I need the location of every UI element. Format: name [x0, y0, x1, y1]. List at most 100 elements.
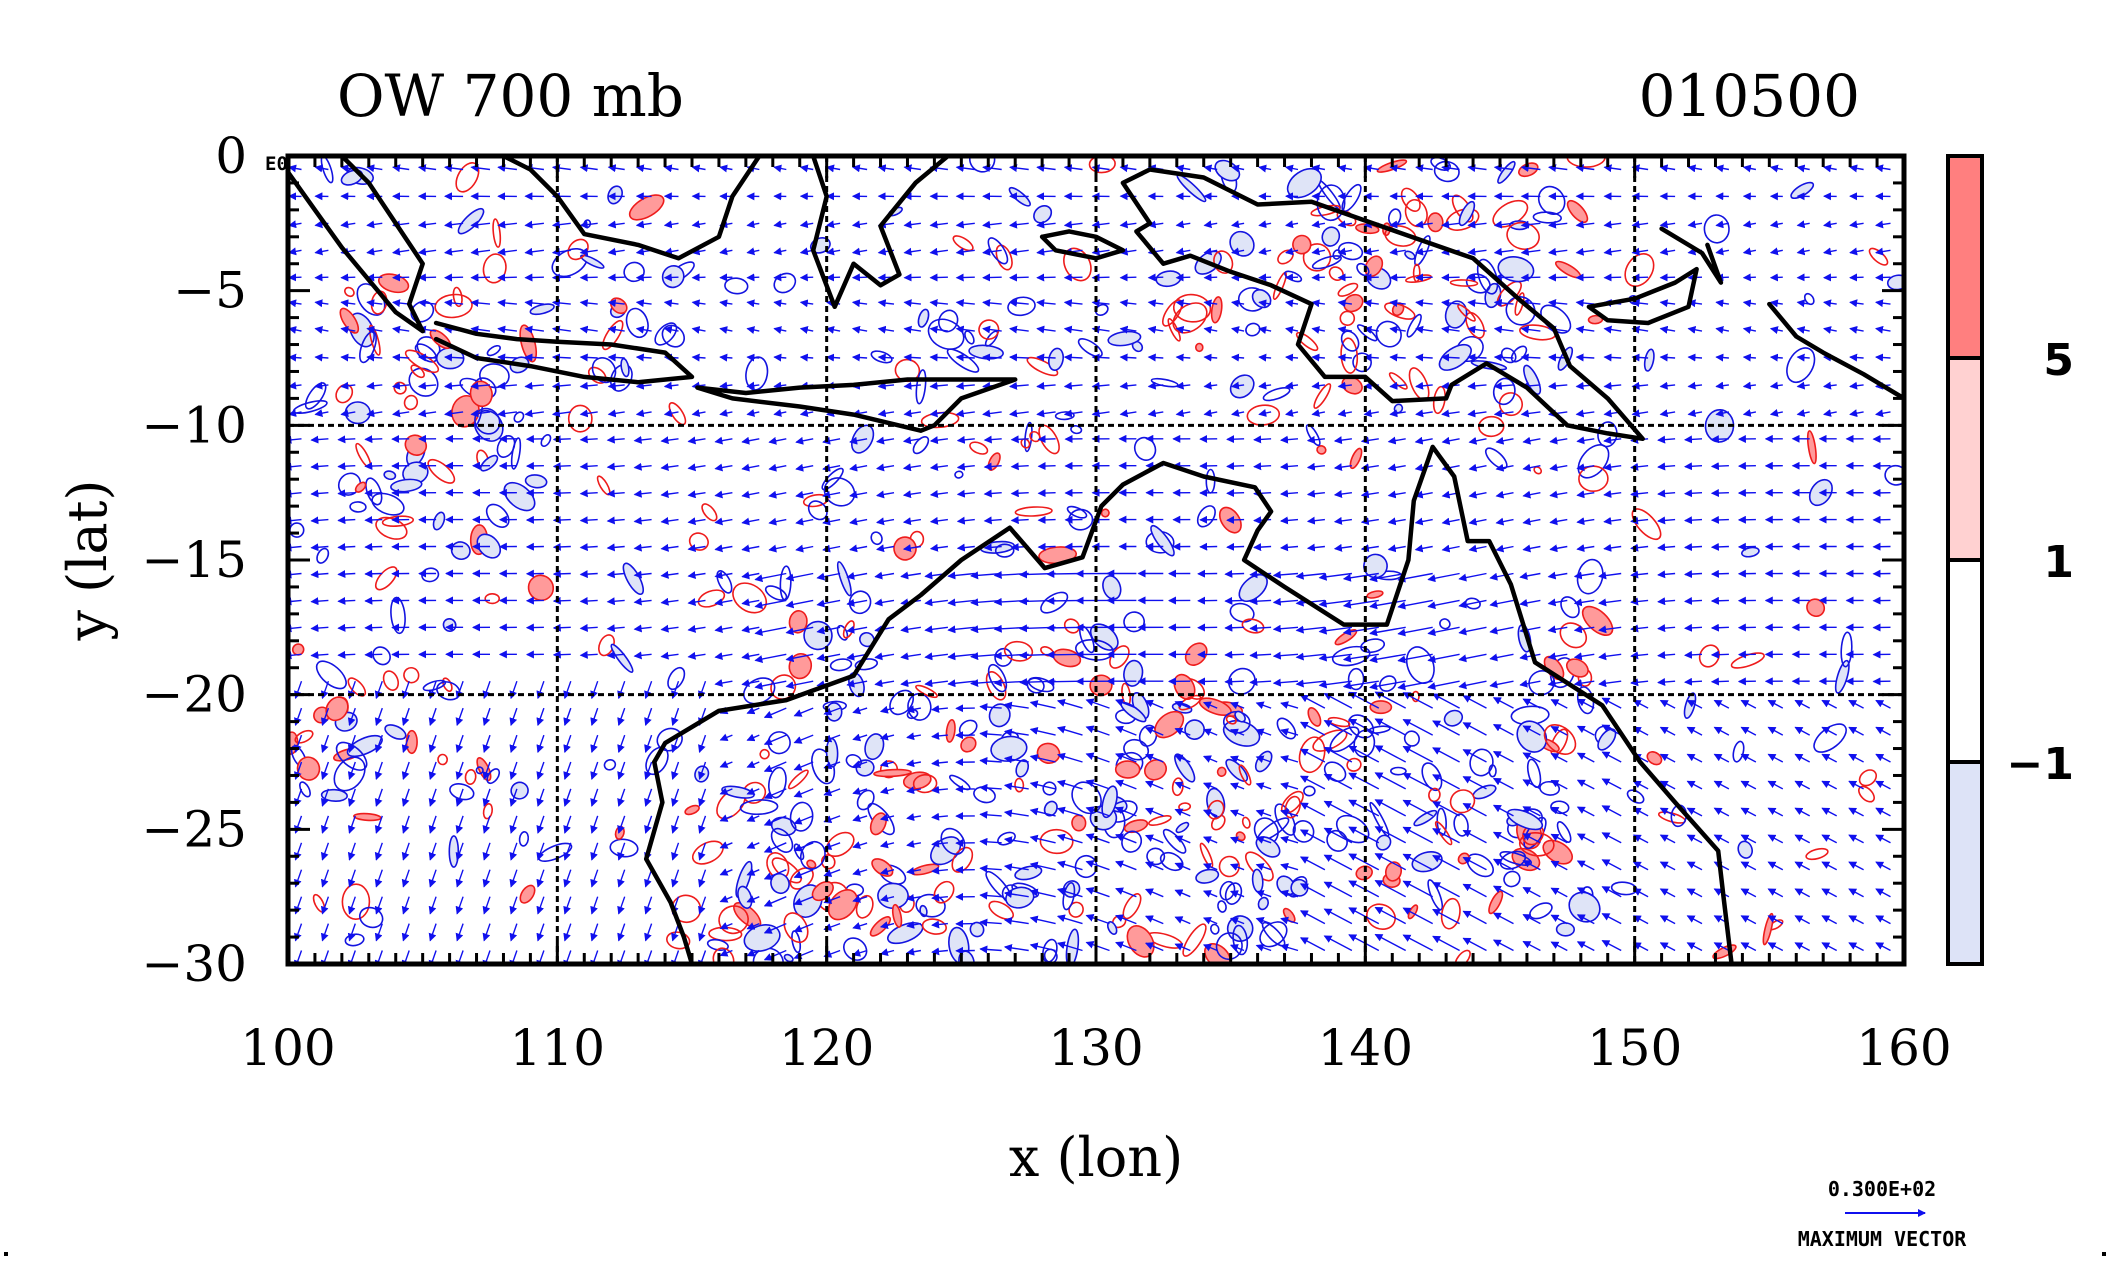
- wind-vector: [929, 273, 948, 282]
- negative-contour: [1703, 214, 1730, 244]
- wind-vector: [1387, 544, 1406, 553]
- wind-vector: [1575, 409, 1595, 418]
- wind-vector: [1576, 941, 1595, 952]
- negative-contour: [383, 470, 397, 481]
- negative-contour: [1411, 851, 1443, 873]
- wind-vector: [816, 572, 841, 581]
- wind-vector: [1659, 220, 1676, 229]
- wind-vector: [1657, 543, 1676, 552]
- negative-contour: [333, 756, 366, 792]
- wind-vector: [1657, 435, 1676, 444]
- wind-vector: [1576, 806, 1595, 817]
- wind-vector: [590, 707, 599, 727]
- wind-vector: [1203, 353, 1218, 362]
- wind-vector: [1295, 571, 1325, 580]
- wind-vector: [1258, 220, 1272, 229]
- wind-vector: [606, 570, 625, 579]
- wind-vector: [497, 273, 517, 282]
- positive-contour: [1144, 759, 1167, 781]
- wind-vector: [1657, 570, 1676, 579]
- wind-vector: [1713, 780, 1730, 790]
- wind-vector: [1550, 887, 1568, 898]
- wind-vector: [364, 623, 383, 632]
- wind-vector: [470, 247, 491, 256]
- wind-vector: [1063, 299, 1083, 307]
- wind-vector: [314, 299, 329, 308]
- wind-vector: [606, 462, 625, 471]
- wind-vector: [1272, 678, 1299, 687]
- wind-vector: [579, 273, 598, 282]
- wind-vector: [877, 325, 895, 334]
- wind-vector: [444, 220, 464, 229]
- wind-vector: [470, 164, 491, 173]
- positive-contour: [354, 481, 367, 493]
- wind-vector: [1202, 782, 1218, 790]
- wind-vector: [851, 164, 868, 173]
- wind-vector: [417, 381, 437, 390]
- wind-vector: [906, 813, 922, 822]
- wind-vector: [497, 381, 517, 390]
- negative-contour: [1101, 785, 1118, 819]
- wind-vector: [1337, 164, 1353, 173]
- positive-contour: [1328, 266, 1344, 281]
- positive-contour: [787, 769, 809, 790]
- chart-title: OW 700 mb: [337, 62, 684, 130]
- negative-contour: [1405, 646, 1435, 684]
- positive-contour: [951, 846, 974, 873]
- wind-vector: [1659, 247, 1676, 256]
- wind-vector: [1576, 833, 1595, 844]
- wind-vector: [497, 353, 517, 362]
- wind-vector: [1203, 381, 1218, 390]
- wind-vector: [768, 463, 787, 472]
- wind-vector: [1255, 782, 1272, 790]
- negative-contour: [994, 647, 1013, 667]
- positive-contour: [1858, 769, 1878, 787]
- wind-vector: [1522, 940, 1541, 952]
- wind-vector: [924, 598, 948, 607]
- wind-vector: [364, 488, 383, 497]
- wind-vector: [1467, 247, 1487, 256]
- y-tick-label: −10: [141, 396, 247, 454]
- wind-vector: [1659, 353, 1676, 362]
- negative-contour: [622, 562, 645, 596]
- coastline-solomons: [1767, 301, 1904, 401]
- wind-vector: [851, 247, 868, 256]
- wind-vector: [714, 436, 733, 445]
- positive-contour: [1346, 757, 1362, 772]
- positive-contour: [596, 475, 611, 496]
- wind-vector: [1085, 752, 1110, 763]
- wind-vector: [982, 409, 1002, 418]
- wind-vector: [1767, 861, 1784, 871]
- wind-vector: [320, 815, 330, 834]
- wind-vector: [1769, 273, 1783, 282]
- wind-vector: [663, 299, 679, 308]
- wind-vector: [931, 705, 948, 713]
- wind-vector: [671, 788, 680, 807]
- wind-vector: [906, 732, 922, 741]
- positive-contour: [1194, 342, 1204, 353]
- wind-vector: [644, 788, 653, 807]
- wind-vector: [741, 571, 760, 580]
- wind-vector: [1576, 517, 1595, 526]
- wind-vector: [1767, 807, 1784, 817]
- wind-vector: [428, 842, 437, 861]
- wind-vector: [1687, 164, 1703, 173]
- wind-vector: [929, 381, 948, 390]
- wind-vector: [579, 325, 598, 334]
- positive-contour: [855, 894, 874, 919]
- wind-vector: [428, 734, 437, 754]
- wind-vector: [719, 895, 733, 903]
- wind-vector: [1147, 409, 1164, 418]
- wind-vector: [929, 325, 948, 334]
- negative-contour: [1138, 724, 1158, 747]
- negative-contour: [654, 322, 678, 346]
- wind-vector: [337, 650, 356, 659]
- negative-contour: [344, 933, 365, 947]
- negative-contour: [1532, 211, 1562, 224]
- wind-vector: [606, 435, 625, 444]
- negative-contour: [1106, 921, 1118, 935]
- positive-contour: [825, 831, 855, 858]
- wind-vector: [320, 734, 330, 754]
- wind-vector: [1576, 779, 1595, 790]
- wind-vector: [746, 760, 760, 769]
